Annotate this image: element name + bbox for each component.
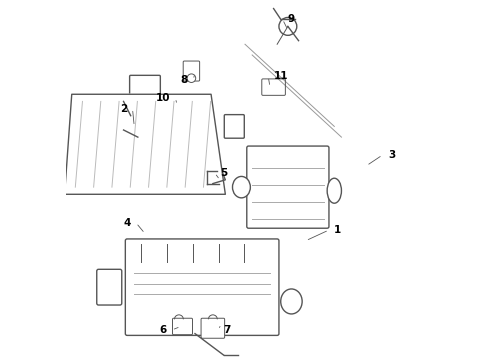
Circle shape: [279, 18, 297, 35]
FancyBboxPatch shape: [35, 125, 62, 159]
Text: 2: 2: [120, 104, 127, 113]
Text: 1: 1: [334, 225, 342, 235]
Text: 4: 4: [123, 218, 131, 228]
Ellipse shape: [232, 176, 250, 198]
Text: 8: 8: [181, 75, 188, 85]
Text: 10: 10: [155, 93, 170, 103]
FancyBboxPatch shape: [247, 146, 329, 228]
FancyBboxPatch shape: [125, 239, 279, 336]
FancyBboxPatch shape: [201, 318, 224, 338]
Text: 3: 3: [388, 150, 395, 160]
Text: 5: 5: [220, 168, 227, 178]
Text: 7: 7: [223, 325, 231, 335]
Text: 9: 9: [288, 14, 295, 24]
Polygon shape: [65, 94, 225, 194]
Ellipse shape: [327, 178, 342, 203]
Ellipse shape: [120, 125, 134, 143]
FancyBboxPatch shape: [183, 61, 199, 81]
Circle shape: [187, 74, 196, 82]
FancyBboxPatch shape: [262, 79, 285, 95]
FancyBboxPatch shape: [130, 75, 160, 95]
FancyBboxPatch shape: [172, 318, 193, 335]
Text: 6: 6: [159, 325, 167, 335]
FancyBboxPatch shape: [155, 97, 178, 117]
Text: 11: 11: [273, 71, 288, 81]
Ellipse shape: [281, 289, 302, 314]
FancyBboxPatch shape: [97, 269, 122, 305]
FancyBboxPatch shape: [224, 114, 245, 138]
